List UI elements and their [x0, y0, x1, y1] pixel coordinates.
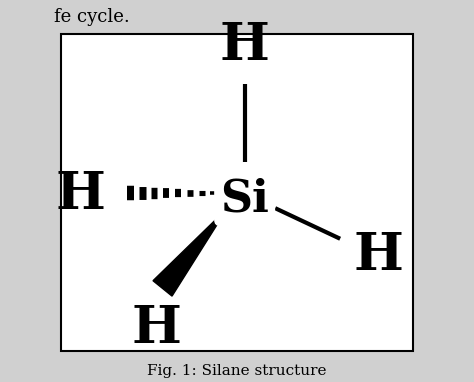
Text: H: H [55, 169, 105, 220]
FancyBboxPatch shape [61, 34, 413, 351]
Text: fe cycle.: fe cycle. [54, 8, 129, 26]
Text: H: H [132, 303, 182, 354]
FancyBboxPatch shape [46, 0, 428, 46]
Text: Si: Si [220, 177, 269, 220]
Polygon shape [153, 208, 228, 296]
Text: H: H [354, 230, 403, 282]
Text: Fig. 1: Silane structure: Fig. 1: Silane structure [147, 364, 327, 377]
Text: H: H [220, 20, 270, 71]
